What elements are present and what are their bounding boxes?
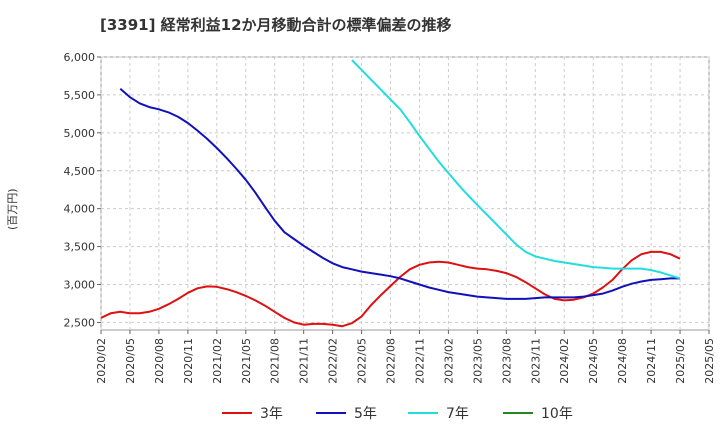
y-axis-label: (百万円): [6, 188, 19, 230]
x-tick-label: 2020/11: [182, 338, 195, 384]
x-tick-label: 2020/08: [153, 338, 166, 384]
x-tick-label: 2024/05: [587, 338, 600, 384]
x-axis: 2020/02 2020/05 2020/08 2020/11 2021/02 2021/…: [95, 330, 716, 384]
x-tick-label: 2021/05: [240, 338, 253, 384]
legend-label: 3年: [260, 406, 283, 422]
x-tick-label: 2021/02: [211, 338, 224, 384]
x-tick-label: 2025/02: [674, 338, 687, 384]
x-tick-label: 2023/05: [471, 338, 484, 384]
legend-label: 10年: [541, 406, 573, 422]
x-tick-label: 2022/08: [385, 338, 398, 384]
y-tick-label: 5,500: [64, 89, 96, 102]
x-tick-label: 2025/05: [703, 338, 716, 384]
x-tick-label: 2023/11: [529, 338, 542, 384]
x-tick-label: 2023/08: [500, 338, 513, 384]
y-tick-label: 2,500: [64, 316, 96, 329]
series-line-7年: [351, 59, 681, 280]
x-tick-label: 2021/11: [298, 338, 311, 384]
x-tick-label: 2024/08: [616, 338, 629, 384]
legend-label: 7年: [446, 406, 469, 422]
y-tick-label: 4,500: [64, 165, 96, 178]
chart-title: [3391] 経常利益12か月移動合計の標準偏差の推移: [100, 16, 452, 34]
y-tick-label: 3,000: [64, 279, 96, 292]
x-tick-label: 2023/02: [442, 338, 455, 384]
y-tick-label: 4,000: [64, 203, 96, 216]
series-line-5年: [119, 88, 680, 300]
legend: 3年 5年 7年 10年: [222, 406, 573, 422]
x-tick-label: 2024/11: [645, 338, 658, 384]
x-tick-label: 2021/08: [269, 338, 282, 384]
y-tick-label: 3,500: [64, 241, 96, 254]
series-lines: [100, 59, 681, 328]
y-tick-label: 6,000: [64, 51, 96, 64]
x-tick-label: 2024/02: [558, 338, 571, 384]
legend-label: 5年: [354, 406, 377, 422]
x-tick-label: 2022/02: [327, 338, 340, 384]
x-tick-label: 2022/05: [356, 338, 369, 384]
x-tick-label: 2020/05: [124, 338, 137, 384]
y-tick-label: 5,000: [64, 127, 96, 140]
x-tick-label: 2020/02: [95, 338, 108, 384]
x-tick-label: 2022/11: [413, 338, 426, 384]
y-axis: 2,500 3,000 3,500 4,000 4,500 5,000 5,500 6,000: [64, 51, 101, 329]
